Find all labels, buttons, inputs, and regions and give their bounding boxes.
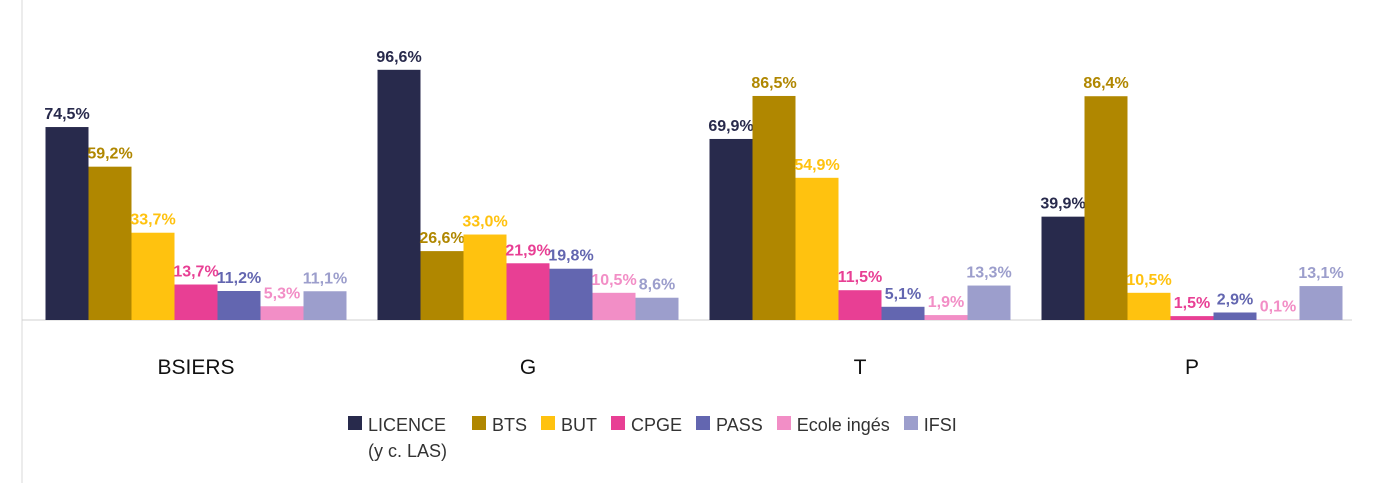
bar <box>881 306 925 320</box>
legend-swatch <box>541 416 556 430</box>
bar <box>303 291 347 320</box>
value-label: 11,5% <box>838 269 882 286</box>
bar <box>967 285 1011 320</box>
bar <box>174 284 218 320</box>
legend-item: LICENCE (y c. LAS) <box>348 412 458 464</box>
value-label: 5,1% <box>885 286 921 303</box>
legend-label: LICENCE (y c. LAS) <box>368 415 448 461</box>
bar <box>217 290 261 320</box>
legend-swatch <box>903 416 918 430</box>
bar <box>1213 312 1257 320</box>
value-label: 69,9% <box>708 118 753 135</box>
legend-swatch <box>696 416 711 430</box>
value-label: 59,2% <box>87 146 132 163</box>
bar <box>635 297 679 320</box>
legend-swatch <box>611 416 626 430</box>
x-tick-label: P <box>1185 356 1199 379</box>
value-label: 13,1% <box>1298 265 1343 282</box>
x-tick-label: BSIERS <box>157 356 234 379</box>
bar <box>88 166 132 320</box>
legend: LICENCE (y c. LAS) BTS BUT CPGE PASS Ecole in… <box>348 412 957 464</box>
value-label: 11,1% <box>303 270 347 287</box>
value-label: 96,6% <box>376 49 421 66</box>
legend-item: BTS <box>472 412 527 438</box>
bar <box>709 138 753 320</box>
bar <box>592 292 636 320</box>
legend-label: PASS <box>716 415 763 435</box>
value-label: 21,9% <box>505 242 550 259</box>
bar <box>420 251 464 320</box>
bar <box>1041 216 1085 320</box>
bar <box>506 263 550 320</box>
value-label: 0,1% <box>1260 299 1296 316</box>
value-label: 39,9% <box>1040 196 1085 213</box>
legend-item: BUT <box>541 412 597 438</box>
bar <box>549 268 593 320</box>
value-label: 8,6% <box>639 277 675 294</box>
value-label: 26,6% <box>419 230 464 247</box>
bar <box>795 177 839 320</box>
legend-item: PASS <box>696 412 763 438</box>
bar <box>45 127 89 320</box>
bar <box>463 234 507 320</box>
value-label: 74,5% <box>44 106 89 123</box>
value-label: 1,9% <box>928 294 964 311</box>
legend-item: Ecole ingés <box>776 412 890 438</box>
legend-item: IFSI <box>903 412 957 438</box>
value-label: 10,5% <box>591 272 636 289</box>
legend-label: CPGE <box>631 415 683 435</box>
value-label: 33,7% <box>130 212 175 229</box>
value-label: 86,4% <box>1083 75 1128 92</box>
value-label: 86,5% <box>751 75 796 92</box>
legend-swatch <box>348 416 362 430</box>
legend-label: BUT <box>561 415 598 435</box>
value-label: 19,8% <box>548 248 593 265</box>
value-label: 13,7% <box>173 264 218 281</box>
x-tick-label: T <box>854 356 867 379</box>
bar <box>838 290 882 320</box>
bar <box>1299 286 1343 320</box>
value-label: 1,5% <box>1174 295 1210 312</box>
bar <box>1084 96 1128 320</box>
bar <box>131 232 175 320</box>
legend-label: Ecole ingés <box>796 415 890 435</box>
legend-label: BTS <box>492 415 528 435</box>
value-label: 54,9% <box>794 157 839 174</box>
value-label: 33,0% <box>462 214 507 231</box>
value-label: 13,3% <box>966 265 1011 282</box>
bar <box>377 69 421 320</box>
legend-item: CPGE <box>611 412 682 438</box>
bar <box>924 315 968 320</box>
legend-label: IFSI <box>923 415 957 435</box>
bar <box>1170 316 1214 320</box>
x-tick-label: G <box>520 356 536 379</box>
legend-swatch <box>472 416 486 430</box>
legend-swatch <box>776 416 791 430</box>
value-label: 2,9% <box>1217 291 1253 308</box>
value-label: 11,2% <box>217 270 261 287</box>
bar <box>752 95 796 320</box>
bar <box>260 306 304 320</box>
value-label: 5,3% <box>264 285 300 302</box>
bar <box>1127 292 1171 320</box>
value-label: 10,5% <box>1126 272 1171 289</box>
